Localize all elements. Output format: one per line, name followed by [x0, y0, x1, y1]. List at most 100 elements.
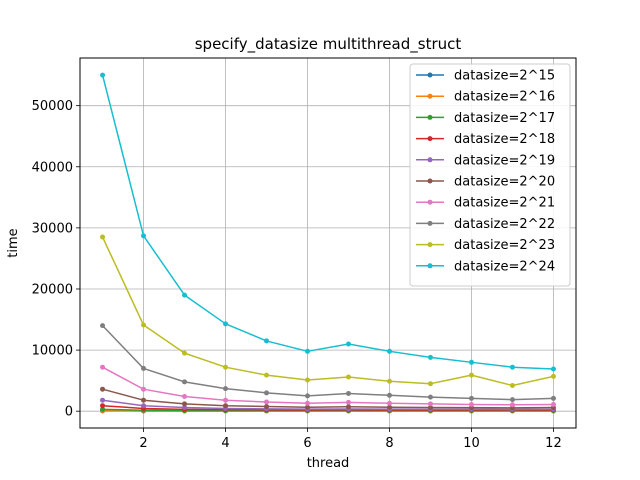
- data-point: [468, 395, 474, 401]
- data-point: [305, 393, 311, 399]
- data-point: [386, 378, 392, 384]
- data-point: [468, 359, 474, 365]
- data-point: [305, 404, 311, 410]
- y-tick-label: 0: [65, 405, 73, 420]
- data-point: [427, 405, 433, 411]
- data-point: [305, 348, 311, 354]
- legend-swatch-marker: [427, 93, 433, 99]
- data-point: [427, 401, 433, 407]
- data-point: [345, 404, 351, 410]
- series-line: [102, 325, 554, 401]
- data-point: [345, 374, 351, 380]
- data-point: [100, 386, 106, 392]
- y-tick-label: 10000: [32, 344, 73, 359]
- legend-label: datasize=2^21: [454, 196, 555, 211]
- data-point: [386, 400, 392, 406]
- x-tick-label: 12: [545, 436, 562, 451]
- data-point: [141, 397, 147, 403]
- series-line: [101, 74, 554, 370]
- y-tick-label: 50000: [32, 99, 73, 114]
- data-point: [386, 392, 392, 398]
- data-point: [264, 404, 270, 410]
- data-point: [182, 394, 188, 400]
- legend-swatch-marker: [427, 72, 433, 78]
- data-point: [100, 72, 106, 78]
- data-point: [550, 401, 556, 407]
- legend-swatch-marker: [427, 114, 433, 120]
- plot-frame: [79, 57, 577, 429]
- y-axis-label: time: [6, 228, 21, 257]
- y-tick-label: 30000: [32, 221, 73, 236]
- legend-label: datasize=2^22: [454, 217, 555, 232]
- series-line: [102, 388, 554, 409]
- data-point: [345, 399, 351, 405]
- data-point: [264, 338, 270, 344]
- data-point: [468, 372, 474, 378]
- data-point: [182, 401, 188, 407]
- legend-swatch-marker: [427, 157, 433, 163]
- legend-label: datasize=2^24: [454, 259, 555, 274]
- legend-swatch-marker: [427, 220, 433, 226]
- data-point: [264, 390, 270, 396]
- legend-box: [409, 63, 571, 287]
- data-point: [386, 348, 392, 354]
- y-tick-label: 20000: [32, 282, 73, 297]
- data-point: [182, 292, 188, 298]
- legend-item: datasize=2^18: [416, 132, 555, 147]
- legend-item: datasize=2^21: [416, 196, 555, 211]
- legend-swatch-marker: [427, 178, 433, 184]
- x-tick-label: 8: [385, 436, 393, 451]
- ticks: 2 4 6 8 10 12 0 10000 20000 30000 40000 50000: [32, 99, 562, 451]
- data-point: [223, 386, 229, 392]
- data-point: [141, 403, 147, 409]
- x-tick-label: 2: [139, 436, 147, 451]
- data-point: [182, 350, 188, 356]
- data-point: [223, 321, 229, 327]
- data-point: [509, 364, 515, 370]
- legend-swatch-marker: [427, 242, 433, 248]
- series-line: [102, 366, 554, 406]
- data-point: [141, 386, 147, 392]
- x-axis-label: thread: [307, 456, 350, 471]
- data-point: [100, 397, 106, 403]
- series-line: [102, 399, 554, 411]
- x-tick-label: 10: [463, 436, 480, 451]
- legend-label: datasize=2^23: [454, 238, 555, 253]
- series-8: [100, 323, 556, 403]
- data-point: [223, 397, 229, 403]
- data-point: [550, 395, 556, 401]
- series-10: [100, 72, 556, 372]
- legend-item: datasize=2^19: [416, 153, 555, 168]
- legend-label: datasize=2^15: [454, 69, 555, 84]
- legend-swatch-marker: [427, 136, 433, 142]
- chart-title: specify_datasize multithread_struct: [195, 35, 462, 54]
- series-line: [101, 236, 554, 387]
- data-point: [100, 234, 106, 240]
- data-point: [509, 383, 515, 389]
- data-point: [141, 233, 147, 239]
- data-point: [100, 403, 106, 409]
- data-point: [427, 354, 433, 360]
- data-point: [182, 405, 188, 411]
- data-point: [182, 379, 188, 385]
- legend-label: datasize=2^16: [454, 90, 555, 105]
- data-point: [223, 403, 229, 409]
- data-point: [264, 399, 270, 405]
- legend-swatch-marker: [427, 199, 433, 205]
- data-point: [305, 400, 311, 406]
- data-point: [345, 390, 351, 396]
- data-point: [550, 373, 556, 379]
- data-point: [100, 406, 106, 412]
- legend: datasize=2^15 datasize=2^16 datasize=2^17 d…: [409, 63, 571, 287]
- data-point: [386, 404, 392, 410]
- legend-item: datasize=2^24: [416, 259, 555, 274]
- legend-label: datasize=2^18: [454, 132, 555, 147]
- data-point: [345, 341, 351, 347]
- legend-label: datasize=2^17: [454, 111, 555, 126]
- legend-item: datasize=2^15: [416, 69, 555, 84]
- data-point: [141, 365, 147, 371]
- legend-label: datasize=2^20: [454, 175, 555, 190]
- data-point: [427, 394, 433, 400]
- data-point: [223, 364, 229, 370]
